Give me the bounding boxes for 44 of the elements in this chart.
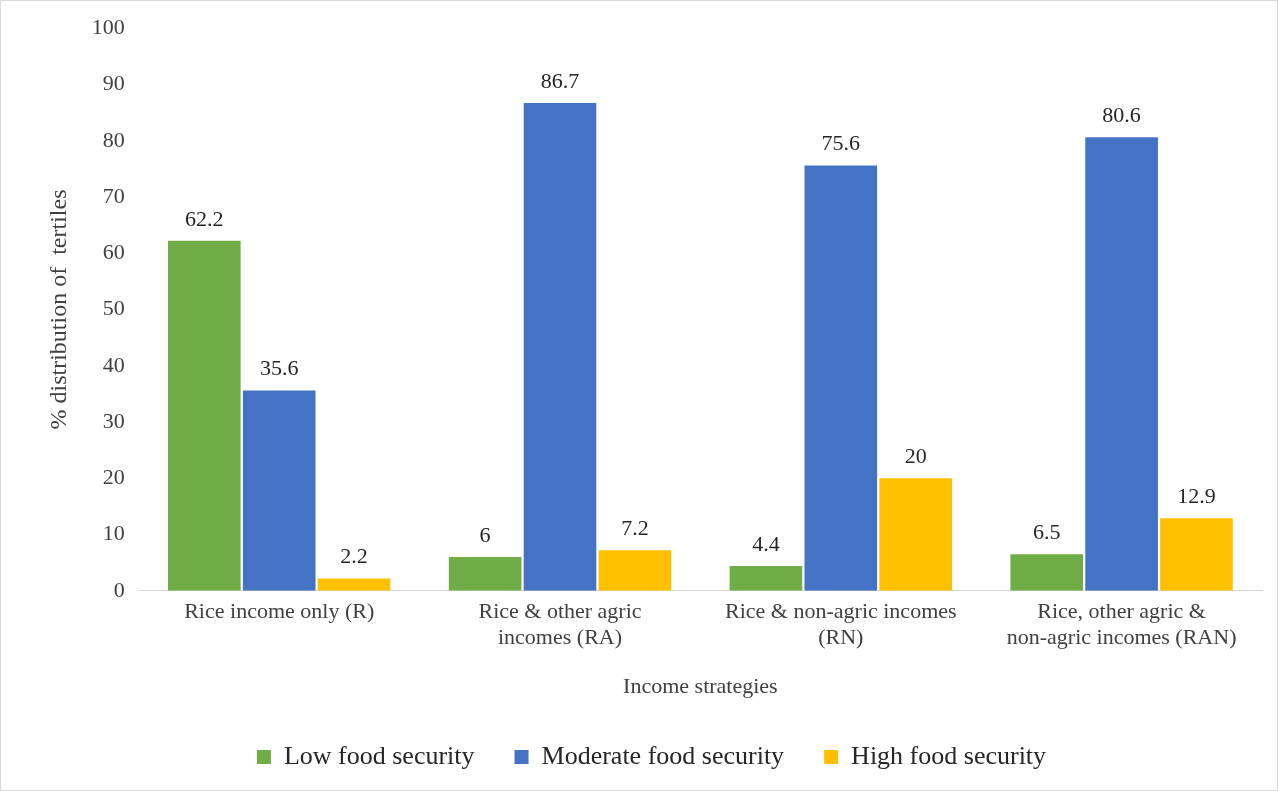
x-tick-label: Rice, other agric & non-agric incomes (RAN) <box>1006 597 1237 650</box>
data-label: 12.9 <box>1177 483 1216 509</box>
bar <box>1085 137 1158 591</box>
bar <box>1010 554 1084 591</box>
legend-label: Low food security <box>283 740 475 770</box>
x-axis-title: Income strategies <box>623 672 778 698</box>
y-tick-label: 100 <box>91 13 125 39</box>
data-label: 20 <box>904 443 927 469</box>
legend-label: High food security <box>851 740 1047 770</box>
bar <box>448 557 522 591</box>
data-label: 6 <box>479 521 491 547</box>
y-tick-label: 90 <box>102 70 125 96</box>
bar <box>168 240 241 591</box>
legend-label: Moderate food security <box>541 740 785 770</box>
y-tick-label: 70 <box>102 182 125 208</box>
x-tick-label: Rice & other agric incomes (RA) <box>478 597 642 650</box>
data-label: 4.4 <box>752 530 780 556</box>
bar <box>317 578 391 591</box>
bar <box>729 566 803 591</box>
y-tick-label: 10 <box>102 520 125 546</box>
data-label: 35.6 <box>259 355 299 381</box>
x-tick-label: Rice income only (R) <box>184 597 375 623</box>
data-label: 6.5 <box>1032 519 1061 545</box>
bar <box>1160 518 1233 591</box>
y-tick-label: 20 <box>102 464 125 490</box>
x-tick-label: Rice & non-agric incomes (RN) <box>725 597 957 650</box>
data-label: 80.6 <box>1102 102 1141 128</box>
data-label: 7.2 <box>621 515 649 541</box>
data-label: 2.2 <box>340 543 368 569</box>
bar <box>598 550 672 591</box>
y-tick-label: 0 <box>113 576 125 602</box>
y-axis-title: % distribution of tertiles <box>44 189 71 430</box>
data-label: 86.7 <box>540 67 580 93</box>
data-label: 62.2 <box>185 205 224 231</box>
data-label: 75.6 <box>821 130 861 156</box>
y-tick-label: 50 <box>102 295 125 321</box>
bar <box>804 165 878 591</box>
y-tick-label: 80 <box>102 126 125 152</box>
bar <box>242 390 316 591</box>
y-tick-label: 60 <box>102 239 125 265</box>
bar <box>523 103 597 591</box>
y-tick-label: 40 <box>102 351 125 377</box>
bar <box>879 478 952 591</box>
y-tick-label: 30 <box>102 407 125 433</box>
